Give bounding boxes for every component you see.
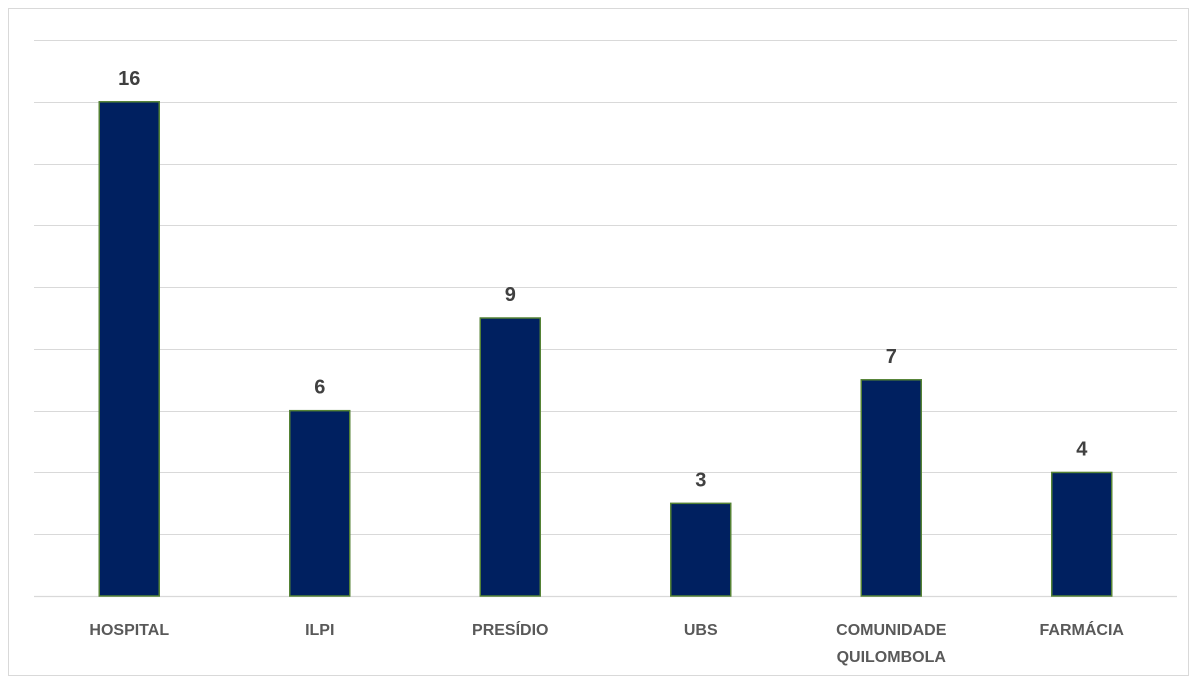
data-label: 16 [118,68,140,90]
data-label: 6 [314,377,325,399]
bars [98,101,1113,597]
category-label: PRESÍDIO [472,620,548,639]
bar-comunidade-quilombola [860,379,922,597]
data-label: 4 [1076,438,1088,460]
bar-hospital [98,101,160,597]
chart-frame: 16 6 9 3 7 4 HOSPITAL ILPI PRESÍDIO UBS COMUNIDAD… [8,8,1189,676]
bar-chart: 16 6 9 3 7 4 HOSPITAL ILPI PRESÍDIO UBS COMUNIDAD… [34,40,1177,666]
bar-farmácia [1051,471,1113,597]
category-label: HOSPITAL [89,622,169,639]
bar-ilpi [289,409,351,597]
data-label: 3 [695,469,706,491]
gridlines [34,40,1177,598]
data-labels: 16 6 9 3 7 4 [118,68,1088,492]
category-label: COMUNIDADE QUILOMBOLA [836,622,947,666]
bar-presídio [479,317,541,597]
category-label: FARMÁCIA [1040,620,1125,639]
category-label: UBS [684,622,718,639]
bar-ubs [670,502,732,597]
category-label: ILPI [305,622,334,639]
data-label: 7 [886,346,897,368]
data-label: 9 [505,284,516,306]
category-axis-labels: HOSPITAL ILPI PRESÍDIO UBS COMUNIDADE QUILOMB… [89,620,1124,666]
